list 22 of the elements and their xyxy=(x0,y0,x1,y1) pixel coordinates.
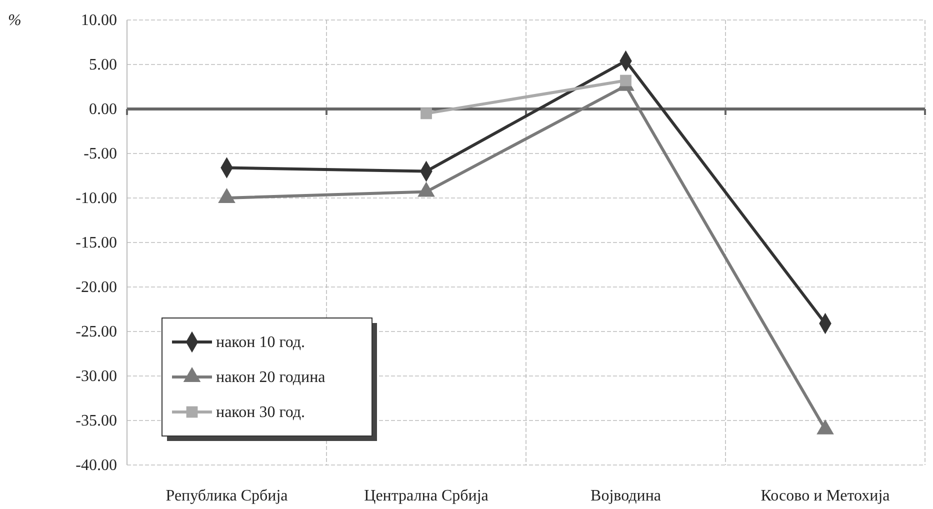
point xyxy=(816,419,834,434)
y-tick-label: -15.00 xyxy=(76,234,117,252)
legend-label: након 20 година xyxy=(216,369,326,386)
y-tick-label: -35.00 xyxy=(76,412,117,430)
y-axis-title: % xyxy=(8,12,22,29)
y-tick-label: -30.00 xyxy=(76,368,117,386)
x-tick-label: Војводина xyxy=(590,487,661,504)
y-tick-label: -25.00 xyxy=(76,324,117,341)
y-tick-label: -5.00 xyxy=(84,146,117,163)
point xyxy=(420,108,432,120)
y-tick-label: -40.00 xyxy=(76,457,117,474)
x-tick-label: Централна Србија xyxy=(364,487,488,504)
y-tick-label: 10.00 xyxy=(81,12,117,30)
y-tick-label: 0.00 xyxy=(89,101,117,118)
y-tick-label: -20.00 xyxy=(76,279,117,296)
legend-label: након 30 год. xyxy=(216,404,306,421)
x-tick-label: Косово и Метохија xyxy=(760,487,890,504)
x-tick-label: Република Србија xyxy=(166,487,288,504)
y-tick-label: -10.00 xyxy=(76,190,117,208)
y-tick-label: 5.00 xyxy=(89,56,117,74)
legend-label: након 10 год. xyxy=(216,334,306,351)
point xyxy=(620,74,632,86)
